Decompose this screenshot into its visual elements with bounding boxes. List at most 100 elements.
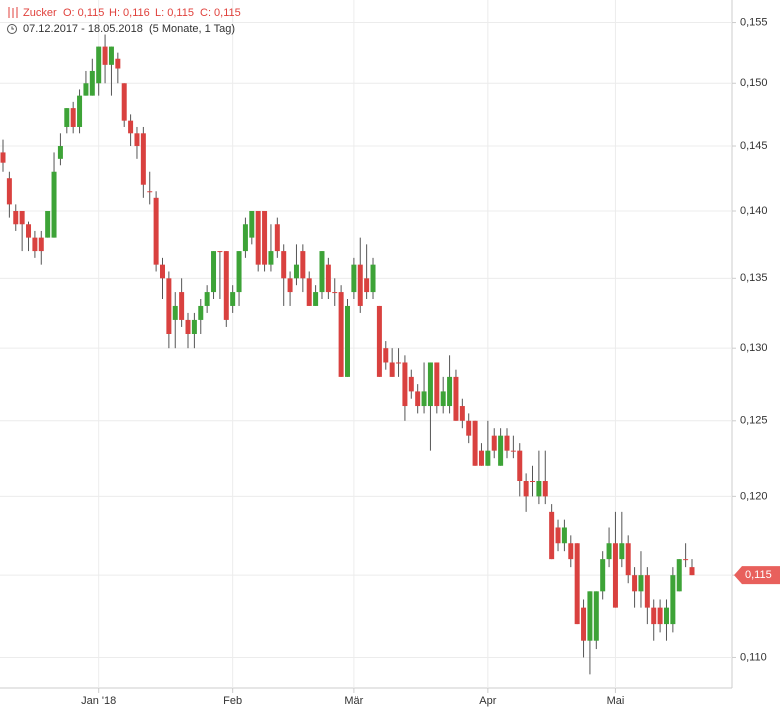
candle-body [281, 251, 287, 279]
candle-body [198, 305, 204, 320]
candle-body [268, 251, 274, 265]
candle-body [523, 481, 529, 497]
candle-body [612, 543, 618, 608]
candle-body [689, 567, 695, 576]
candle-body [421, 391, 427, 407]
candle-body [345, 305, 350, 377]
candle-body [255, 210, 261, 265]
candle-body [370, 264, 376, 293]
candle-body [383, 348, 389, 363]
candle-body [651, 607, 657, 625]
candle-body [300, 251, 306, 279]
candle-body [338, 292, 344, 377]
candle-body [632, 575, 638, 592]
chart-icon [8, 7, 18, 18]
candle-body [242, 224, 248, 252]
candle-body [402, 362, 408, 407]
candle-body [530, 481, 536, 483]
candle-body [389, 362, 395, 377]
candle-body [415, 391, 421, 407]
candle-body [179, 292, 185, 320]
candle-body [644, 575, 650, 608]
candle-body [491, 435, 497, 451]
candle-body [351, 264, 357, 293]
candle-body [19, 210, 25, 225]
candle-body [115, 58, 121, 69]
candle-body [459, 406, 465, 421]
y-tick-label: 0,150 [740, 77, 768, 89]
candle-body [274, 224, 280, 252]
candle-body [625, 543, 631, 576]
date-range: 07.12.2017 - 18.05.2018 [23, 23, 143, 35]
candle-body [619, 543, 625, 560]
candle-body [102, 46, 108, 65]
candle-body [159, 264, 165, 279]
candle-body [217, 251, 223, 253]
header: Zucker O: 0,115 H: 0,116 L: 0,115 C: 0,1… [7, 7, 241, 35]
y-tick-label: 0,155 [740, 16, 768, 28]
candle-body [332, 292, 338, 294]
candle-body [453, 376, 459, 421]
candle-body [134, 133, 140, 147]
candle-body [447, 376, 453, 407]
candle-body [230, 292, 236, 306]
ohlc-label: H: 0,116 [109, 7, 150, 19]
candle-body [57, 146, 63, 159]
candle-body [121, 83, 127, 121]
y-tick-label: 0,120 [740, 490, 768, 502]
candle-body [427, 362, 433, 407]
candle-body [472, 420, 478, 466]
candle-body [211, 251, 217, 293]
candle-body [185, 319, 191, 334]
candle-body [638, 575, 644, 592]
candle-body [6, 178, 12, 205]
y-tick-label: 0,135 [740, 272, 768, 284]
x-tick-label: Mär [344, 695, 363, 707]
candle-body [600, 559, 606, 592]
candle-body [313, 292, 319, 306]
candle-body [77, 95, 83, 127]
candle-body [70, 108, 76, 127]
candle-body [440, 391, 446, 407]
candle-body [287, 278, 293, 293]
candle-body [517, 450, 523, 482]
period: (5 Monate, 1 Tag) [149, 23, 235, 35]
candle-body [555, 527, 561, 544]
candle-body [153, 197, 159, 265]
y-tick-label: 0,110 [740, 651, 767, 663]
candle-body [38, 237, 44, 252]
x-tick-label: Jan '18 [81, 695, 116, 707]
candle-body [236, 251, 242, 293]
candle-body [606, 543, 612, 560]
candle-body [0, 152, 6, 163]
candle-body [408, 376, 414, 392]
candle-body [396, 362, 402, 364]
candle-body [108, 46, 114, 65]
candle-body [466, 420, 472, 436]
candle-body [542, 481, 548, 497]
candle-body [561, 527, 567, 544]
candle-body [45, 210, 51, 238]
candle-body [364, 278, 370, 293]
y-tick-label: 0,140 [740, 205, 768, 217]
candle-body [434, 362, 440, 407]
candle-body [549, 511, 555, 560]
candle-body [128, 120, 134, 134]
ohlc-label: L: 0,115 [155, 7, 194, 19]
candle-body [83, 83, 89, 96]
candle-body [89, 70, 95, 96]
candle-body [140, 133, 146, 185]
candle-body [13, 210, 19, 225]
candle-body [172, 305, 178, 320]
candle-body [676, 559, 682, 592]
candle-body [262, 210, 268, 265]
x-tick-label: Apr [479, 695, 496, 707]
candle-body [587, 591, 593, 641]
candle-body [683, 559, 689, 561]
last-price-marker [734, 566, 780, 585]
x-tick-label: Feb [223, 695, 242, 707]
candle-body [574, 543, 580, 625]
candle-body [26, 224, 32, 238]
ohlc-label: O: 0,115 [63, 7, 104, 19]
candle-body [32, 237, 38, 252]
